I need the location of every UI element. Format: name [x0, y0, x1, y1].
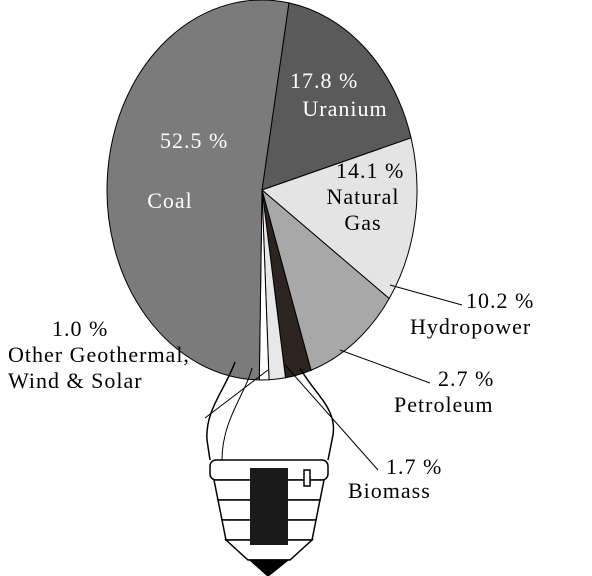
category-label: Petroleum — [394, 392, 494, 417]
category-label: Other Geothermal, Wind & Solar — [8, 342, 190, 393]
pie-slice — [106, 0, 290, 381]
category-label: Uranium — [302, 96, 388, 121]
bulb-outline — [206, 361, 335, 461]
pie-slice — [261, 137, 418, 300]
category-label: Coal — [147, 188, 193, 213]
bulb-base — [209, 459, 329, 576]
value-label: 1.7 % — [386, 454, 443, 479]
value-label: 14.1 % — [336, 158, 405, 183]
pie-slice — [261, 188, 390, 371]
category-label: Natural Gas — [326, 184, 400, 235]
category-label: Biomass — [348, 478, 431, 503]
pie-slice — [261, 2, 412, 191]
category-label: Hydropower — [410, 314, 532, 339]
value-label: 10.2 % — [466, 288, 535, 313]
pie — [106, 0, 418, 381]
value-label: 2.7 % — [438, 366, 495, 391]
value-label: 1.0 % — [52, 316, 109, 341]
value-label: 17.8 % — [290, 68, 359, 93]
leader-lines — [204, 284, 463, 471]
value-label: 52.5 % — [160, 128, 229, 153]
